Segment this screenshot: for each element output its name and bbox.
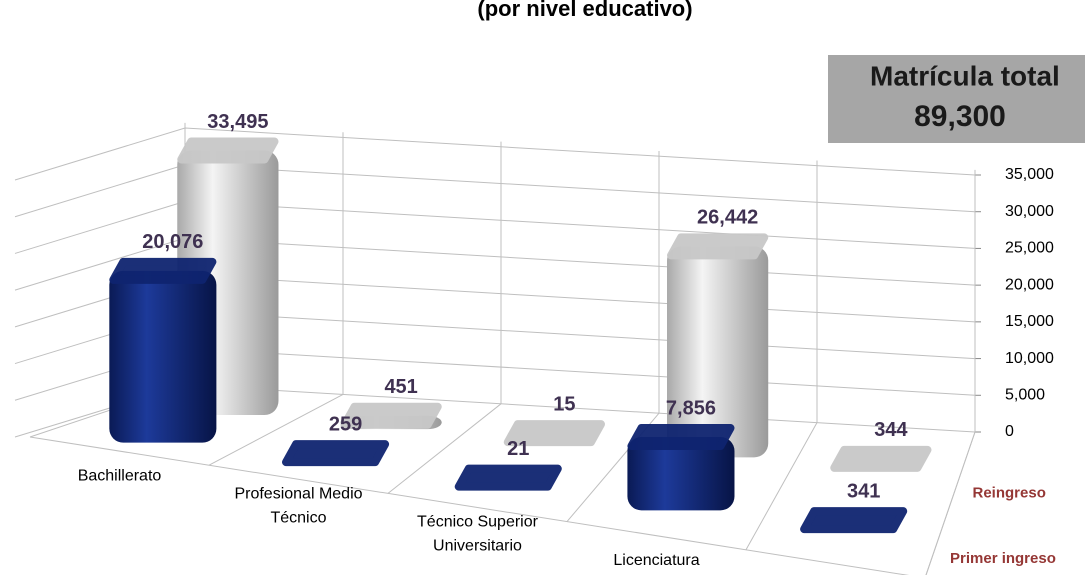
value-label: 451 [384, 376, 417, 398]
bar [667, 233, 769, 458]
x-tick-label: Profesional Medio Técnico [234, 486, 362, 527]
bar-top [109, 257, 217, 284]
value-label: 20,076 [142, 231, 203, 253]
y-tick-label: 15,000 [1005, 313, 1054, 330]
total-value: 89,300 [914, 100, 1006, 133]
y-tick-label: 5,000 [1005, 387, 1045, 404]
bar [503, 420, 605, 447]
value-label: 21 [507, 438, 529, 460]
x-tick-label: Bachillerato [78, 467, 162, 484]
y-tick-label: 35,000 [1005, 166, 1054, 183]
bar-front [109, 270, 217, 443]
bar [109, 257, 217, 443]
floor-line [745, 422, 818, 551]
value-label: 15 [553, 393, 575, 415]
bar [800, 507, 908, 534]
bar-top [282, 440, 390, 467]
floor-line [208, 393, 344, 466]
y-tick-label: 0 [1005, 423, 1014, 440]
value-label: 259 [329, 413, 362, 435]
value-label: 7,856 [666, 397, 716, 419]
bar-top [503, 420, 605, 447]
value-label: 33,495 [207, 111, 268, 133]
legend-label: Reingreso [973, 484, 1046, 501]
floor-line [387, 403, 502, 494]
x-tick-label: Licenciatura [613, 552, 699, 569]
value-label: 341 [847, 480, 880, 502]
bar-top [177, 137, 279, 164]
bar-front [667, 246, 769, 458]
x-tick-label: Técnico Superior Universitario [417, 514, 539, 555]
y-tick-label: 25,000 [1005, 240, 1054, 257]
legend-label: Primer ingreso [950, 550, 1056, 567]
y-tick-label: 30,000 [1005, 203, 1054, 220]
bar-top [800, 507, 908, 534]
bar-front [627, 437, 735, 511]
bar-top [627, 424, 735, 451]
bar-top [454, 464, 562, 491]
bar [282, 440, 390, 467]
bar-top [667, 233, 769, 260]
chart-title: (por nivel educativo) [477, 0, 692, 21]
y-tick-label: 20,000 [1005, 276, 1054, 293]
bar [340, 402, 442, 430]
bar-top [340, 402, 442, 429]
floor-edge [29, 436, 910, 575]
bar [830, 445, 932, 472]
bar [627, 424, 735, 511]
y-tick-label: 10,000 [1005, 350, 1054, 367]
total-box [828, 55, 1085, 143]
value-label: 26,442 [697, 207, 758, 229]
bar [454, 464, 562, 491]
floor-edge [925, 431, 976, 575]
bar-top [830, 445, 932, 472]
value-label: 344 [874, 419, 908, 441]
total-label: Matrícula total [870, 60, 1060, 91]
